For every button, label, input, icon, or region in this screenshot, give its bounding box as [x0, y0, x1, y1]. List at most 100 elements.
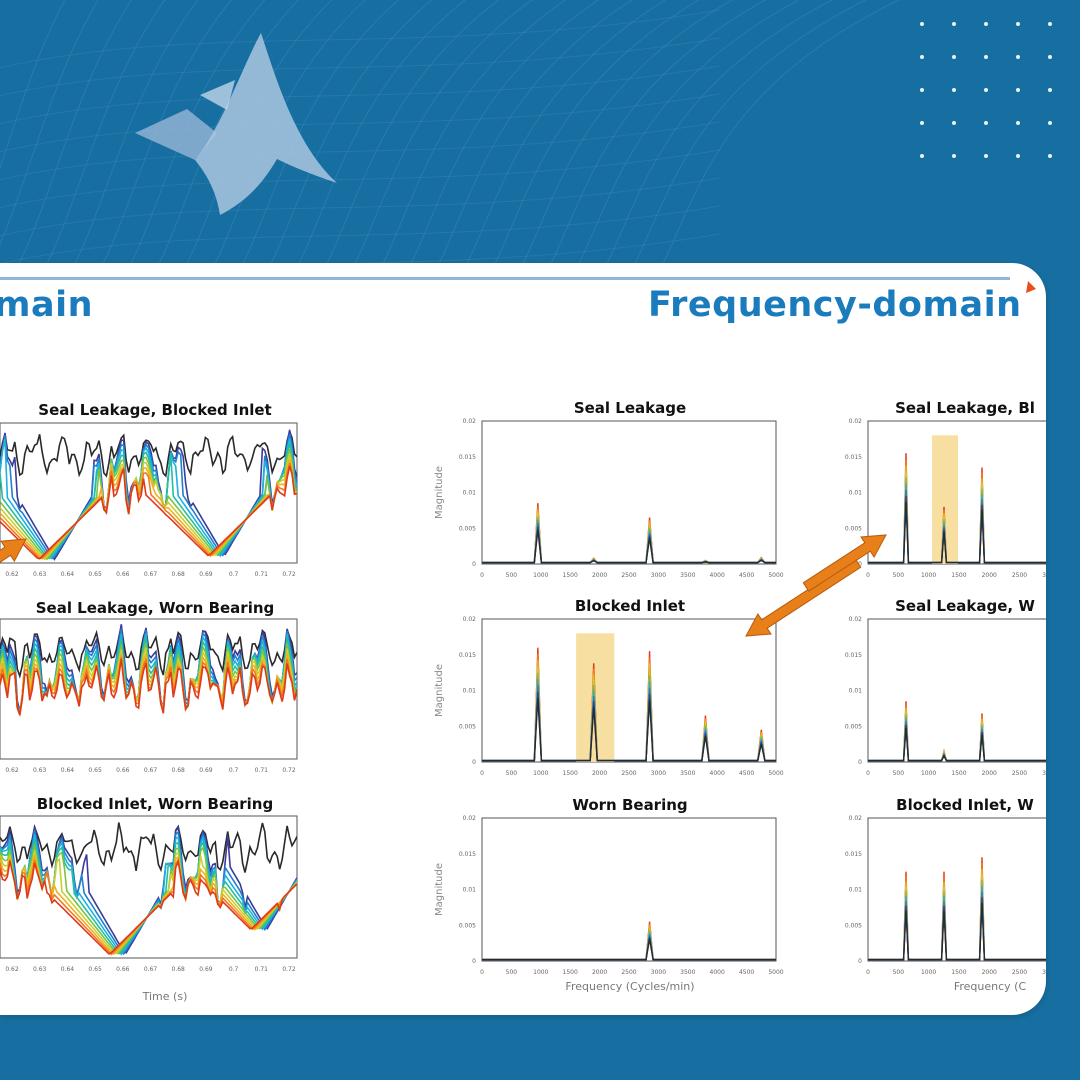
series-line: [482, 923, 776, 961]
wire-line: [295, 0, 466, 271]
series-line: [482, 932, 776, 961]
x-tick-label: 3000: [651, 572, 666, 579]
axes-box: [481, 817, 777, 962]
y-tick-label: 0.015: [459, 454, 476, 461]
x-tick-label: 2000: [592, 770, 607, 777]
series-line: [482, 691, 776, 762]
x-tick-label: 0.69: [199, 767, 213, 774]
x-tick-label: 2500: [621, 969, 636, 976]
series-line: [482, 685, 776, 762]
arrow-left: [0, 538, 27, 563]
wire-line: [0, 121, 721, 181]
dot: [952, 55, 956, 59]
dot: [1048, 88, 1052, 92]
wire-line: [0, 149, 721, 209]
x-axis-label: Frequency (C: [954, 980, 1027, 993]
x-tick-label: 3500: [680, 770, 695, 777]
series-line: [482, 938, 776, 961]
wire-line: [0, 0, 66, 170]
series-line: [482, 660, 776, 762]
x-tick-label: 500: [506, 770, 518, 777]
subplot-time-2: Seal Leakage, Worn Bearing 0.62 0.63 0.64 0.…: [0, 599, 298, 774]
dot: [920, 121, 924, 125]
series-line: [482, 653, 776, 762]
subplot-time-3: Blocked Inlet, Worn Bearing 0.62 0.63 0.64 0…: [0, 795, 298, 1003]
dot: [920, 154, 924, 158]
x-tick-label: 0.67: [144, 966, 158, 973]
dot: [1048, 55, 1052, 59]
x-tick-label: 3500: [680, 969, 695, 976]
wire-line: [71, 0, 199, 271]
wire-line: [547, 0, 767, 271]
x-tick-label: 4000: [710, 572, 725, 579]
arrow-seal-blocked: [802, 534, 887, 592]
x-tick-label: 0.66: [116, 966, 130, 973]
y-tick-label: 0: [858, 561, 862, 568]
y-tick-label: 0.015: [459, 851, 476, 858]
series-line: [482, 513, 776, 564]
subplot-title: Worn Bearing: [572, 796, 687, 814]
y-tick-label: 0.02: [849, 418, 863, 425]
y-tick-label: 0.015: [459, 652, 476, 659]
series-line: [868, 897, 1046, 961]
x-tick-label: 3000: [651, 969, 666, 976]
series-line: [482, 519, 776, 564]
series-group: [0, 624, 297, 718]
x-axis-label: Time (s): [142, 990, 188, 1003]
series-line: [482, 503, 776, 564]
subplot-freq-5: Seal Leakage, W 0 500 1000 1500 2000 2500 3000 0…: [845, 597, 1046, 777]
wire-line: [0, 65, 721, 125]
series-line: [868, 891, 1046, 961]
series-line: [868, 701, 1046, 762]
x-tick-label: 5000: [768, 969, 783, 976]
y-tick-label: 0.015: [845, 851, 862, 858]
wire-line: [0, 205, 721, 265]
x-tick-label: 4500: [739, 969, 754, 976]
axes-box: [867, 420, 1046, 565]
x-tick-label: 3000: [1042, 969, 1046, 976]
y-tick-label: 0.015: [845, 454, 862, 461]
x-tick-label: 0.65: [88, 571, 102, 578]
dot: [1048, 121, 1052, 125]
subplot-freq-2: Blocked Inlet 0 500 1000 1500 2000 2500 3000 350…: [434, 597, 784, 777]
series-line: [482, 921, 776, 961]
x-tick-label: 4000: [710, 969, 725, 976]
series-line: [868, 874, 1046, 961]
series-line: [482, 930, 776, 961]
dot: [984, 88, 988, 92]
y-tick-label: 0.02: [463, 815, 477, 822]
wire-line: [0, 177, 721, 237]
x-tick-label: 0.63: [33, 966, 47, 973]
series-line: [0, 822, 297, 873]
dot: [952, 121, 956, 125]
wire-line: [631, 0, 867, 271]
x-tick-label: 2000: [592, 969, 607, 976]
dot: [984, 55, 988, 59]
dot: [920, 88, 924, 92]
series-line: [868, 880, 1046, 961]
subplot-title: Blocked Inlet: [575, 597, 685, 615]
wire-line: [463, 0, 667, 271]
subplot-freq-3: Worn Bearing 0 500 1000 1500 2000 2500 3000 3500…: [434, 796, 784, 993]
subplot-freq-4: Seal Leakage, Bl 0 500 1000 1500 2000 2500 3000…: [845, 399, 1046, 579]
series-line: [868, 868, 1046, 961]
x-tick-label: 500: [893, 969, 905, 976]
subplot-title: Seal Leakage, Blocked Inlet: [38, 401, 271, 419]
x-tick-label: 0.72: [282, 966, 296, 973]
x-tick-label: 4500: [739, 770, 754, 777]
y-tick-label: 0.005: [845, 525, 862, 532]
series-line: [482, 647, 776, 762]
x-tick-label: 0.71: [255, 966, 269, 973]
dot: [920, 22, 924, 26]
x-tick-label: 2500: [621, 572, 636, 579]
series-line: [482, 509, 776, 564]
x-tick-label: 2500: [1012, 572, 1027, 579]
series-group: [482, 647, 776, 762]
wire-line: [43, 0, 166, 271]
axes-box: [481, 618, 777, 763]
subplot-title: Seal Leakage, W: [895, 597, 1035, 615]
series-line: [482, 666, 776, 762]
series-line: [482, 529, 776, 564]
y-tick-label: 0.015: [845, 652, 862, 659]
x-tick-label: 0.65: [88, 966, 102, 973]
